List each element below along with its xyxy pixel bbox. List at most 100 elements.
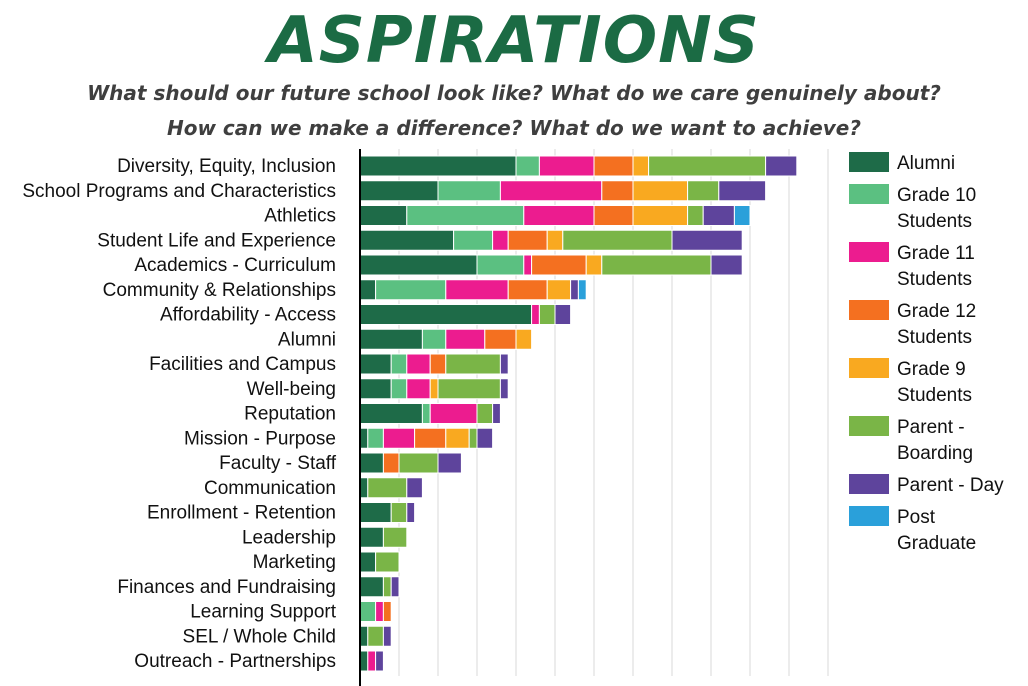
bar-segment-mission-purpose-grade-10-students: [367, 427, 384, 449]
bar-segment-communication-parent-boarding: [367, 477, 408, 499]
bar-segment-finances-and-fundraising-alumni: [359, 576, 384, 598]
category-label-well-being: Well-being: [247, 379, 336, 400]
legend-swatch-grade-9-students: [849, 358, 889, 378]
bar-segment-outreach-partnerships-parent-day: [375, 650, 384, 672]
bar-segment-sel-whole-child-parent-boarding: [367, 625, 384, 647]
bar-segment-marketing-parent-boarding: [375, 551, 400, 573]
bar-segment-school-programs-and-characteristics-grade-11-students: [499, 180, 603, 202]
legend-swatch-grade-12-students: [849, 300, 889, 320]
category-label-leadership: Leadership: [242, 527, 336, 548]
bar-segment-student-life-and-experience-parent-boarding: [562, 229, 673, 251]
bar-segment-communication-alumni: [359, 477, 369, 499]
bar-segment-school-programs-and-characteristics-grade-9-students: [632, 180, 689, 202]
bar-segment-academics-curriculum-parent-boarding: [601, 254, 712, 276]
legend-label-alumni: Alumni: [897, 153, 955, 174]
bar-segment-community-relationships-post-graduate: [577, 279, 587, 301]
bar-segment-facilities-and-campus-parent-day: [499, 353, 509, 375]
bar-segment-reputation-grade-10-students: [421, 403, 431, 424]
legend-swatch-parent-boarding: [849, 416, 889, 436]
bar-segment-reputation-grade-11-students: [429, 403, 478, 424]
bar-segment-mission-purpose-parent-day: [476, 427, 494, 449]
bar-segment-community-relationships-grade-10-students: [375, 279, 447, 301]
bar-segment-affordability-access-parent-day: [554, 304, 572, 325]
bar-segment-faculty-staff-alumni: [359, 452, 384, 474]
bar-segment-sel-whole-child-alumni: [359, 625, 369, 647]
bar-segment-academics-curriculum-parent-day: [710, 254, 743, 276]
bar-segment-mission-purpose-grade-9-students: [445, 427, 470, 449]
category-label-school-programs-and-characteristics: School Programs and Characteristics: [22, 181, 336, 202]
bar-segment-academics-curriculum-grade-9-students: [585, 254, 603, 276]
legend-label-grade-9-students-line-2: Students: [897, 385, 972, 406]
legend-label-grade-12-students-line-2: Students: [897, 327, 972, 348]
bar-segment-community-relationships-grade-11-students: [445, 279, 509, 301]
legend-swatch-post-graduate: [849, 506, 889, 526]
bar-segment-athletics-grade-10-students: [406, 205, 525, 226]
bar-segment-enrollment-retention-parent-boarding: [390, 502, 408, 523]
bar-segment-facilities-and-campus-grade-11-students: [406, 353, 431, 375]
category-label-athletics: Athletics: [264, 206, 336, 227]
category-label-sel-whole-child: SEL / Whole Child: [183, 626, 336, 647]
category-label-enrollment-retention: Enrollment - Retention: [147, 503, 336, 524]
bar-segment-athletics-parent-boarding: [687, 205, 704, 226]
bar-segment-alumni-grade-12-students: [484, 328, 517, 350]
bar-segment-diversity-equity-inclusion-grade-12-students: [593, 155, 634, 177]
bar-segment-finances-and-fundraising-parent-day: [390, 576, 400, 598]
bar-segment-school-programs-and-characteristics-parent-boarding: [687, 180, 720, 202]
bar-segment-mission-purpose-alumni: [359, 427, 369, 449]
bar-segment-outreach-partnerships-grade-11-students: [367, 650, 377, 672]
bar-segment-faculty-staff-parent-boarding: [398, 452, 439, 474]
category-labels: Diversity, Equity, Inclusion School Progr…: [22, 156, 336, 672]
legend-label-parent-boarding-line-2: Boarding: [897, 443, 973, 464]
bar-segment-alumni-alumni: [359, 328, 423, 350]
bar-segment-school-programs-and-characteristics-grade-10-students: [437, 180, 501, 202]
bar-segment-diversity-equity-inclusion-grade-9-students: [632, 155, 650, 177]
bar-segment-well-being-grade-10-students: [390, 378, 408, 400]
legend-label-post-graduate: Post: [897, 507, 936, 528]
bar-segment-diversity-equity-inclusion-parent-day: [765, 155, 798, 177]
bar-segment-mission-purpose-grade-12-students: [414, 427, 447, 449]
bar-segment-learning-support-grade-10-students: [359, 601, 377, 622]
bar-segment-faculty-staff-grade-12-students: [382, 452, 400, 474]
bar-segment-outreach-partnerships-alumni: [359, 650, 369, 672]
bar-segment-student-life-and-experience-grade-11-students: [492, 229, 509, 251]
bar-segment-learning-support-grade-12-students: [382, 601, 392, 622]
legend-label-post-graduate-line-2: Graduate: [897, 533, 976, 554]
bar-segment-reputation-alumni: [359, 403, 423, 424]
bar-segment-academics-curriculum-grade-10-students: [476, 254, 525, 276]
bar-segment-mission-purpose-parent-boarding: [468, 427, 478, 449]
bar-segment-academics-curriculum-alumni: [359, 254, 478, 276]
bar-segment-diversity-equity-inclusion-grade-11-students: [538, 155, 595, 177]
bar-segment-community-relationships-alumni: [359, 279, 377, 301]
bar-segment-athletics-grade-9-students: [632, 205, 689, 226]
bar-segment-enrollment-retention-alumni: [359, 502, 392, 523]
legend-label-grade-10-students-line-2: Students: [897, 211, 972, 232]
bars: [359, 155, 798, 672]
bar-segment-athletics-grade-12-students: [593, 205, 634, 226]
bar-segment-facilities-and-campus-grade-12-students: [429, 353, 447, 375]
bar-segment-student-life-and-experience-grade-12-students: [507, 229, 548, 251]
bar-segment-community-relationships-parent-day: [570, 279, 579, 301]
legend-swatch-grade-10-students: [849, 184, 889, 204]
bar-segment-athletics-grade-11-students: [523, 205, 595, 226]
bar-segment-alumni-grade-10-students: [421, 328, 447, 350]
bar-segment-school-programs-and-characteristics-grade-12-students: [601, 180, 634, 202]
bar-segment-diversity-equity-inclusion-grade-10-students: [515, 155, 540, 177]
bar-segment-alumni-grade-9-students: [515, 328, 533, 350]
legend-swatch-parent-day: [849, 474, 889, 494]
bar-segment-school-programs-and-characteristics-alumni: [359, 180, 439, 202]
category-label-outreach-partnerships: Outreach - Partnerships: [134, 651, 336, 672]
bar-segment-student-life-and-experience-grade-9-students: [546, 229, 564, 251]
legend-label-grade-12-students: Grade 12: [897, 301, 976, 322]
category-label-faculty-staff: Faculty - Staff: [219, 453, 337, 474]
category-label-affordability-access: Affordability - Access: [160, 305, 336, 326]
bar-segment-reputation-parent-boarding: [476, 403, 494, 424]
bar-segment-diversity-equity-inclusion-alumni: [359, 155, 517, 177]
legend-swatch-alumni: [849, 152, 889, 172]
bar-segment-school-programs-and-characteristics-parent-day: [718, 180, 767, 202]
stacked-bar-chart: Diversity, Equity, Inclusion School Progr…: [22, 149, 1004, 686]
legend-label-grade-10-students: Grade 10: [897, 185, 976, 206]
bar-segment-athletics-parent-day: [702, 205, 735, 226]
bar-segment-affordability-access-alumni: [359, 304, 533, 325]
bar-segment-finances-and-fundraising-parent-boarding: [382, 576, 392, 598]
bar-segment-athletics-alumni: [359, 205, 408, 226]
